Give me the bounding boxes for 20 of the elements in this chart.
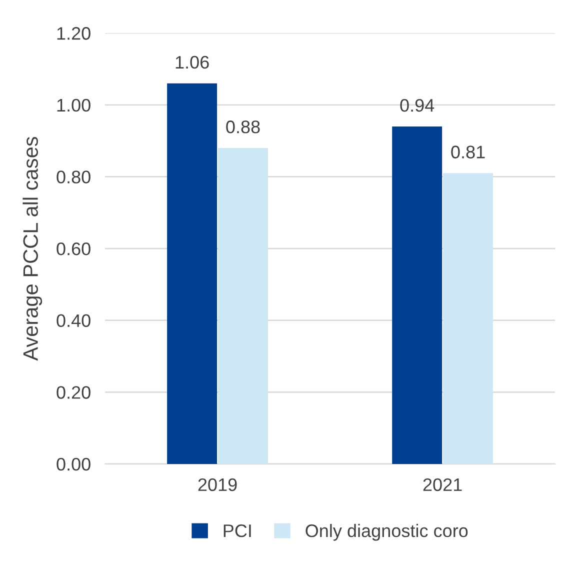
y-tick-label: 0.00 bbox=[56, 458, 90, 471]
x-tick-label: 2021 bbox=[423, 478, 462, 492]
data-label: 0.94 bbox=[400, 98, 434, 112]
bar bbox=[392, 126, 442, 464]
data-label: 0.88 bbox=[226, 120, 260, 134]
bar bbox=[218, 148, 268, 464]
y-tick-label: 0.40 bbox=[56, 314, 90, 328]
y-tick-label: 1.00 bbox=[57, 98, 90, 112]
y-axis-title: Average PCCL all cases bbox=[22, 136, 42, 361]
y-tick-label: 0.80 bbox=[56, 170, 90, 184]
bar bbox=[167, 83, 218, 464]
data-label: 1.06 bbox=[176, 56, 209, 69]
y-tick-label: 0.60 bbox=[56, 242, 90, 256]
data-label: 0.81 bbox=[451, 146, 485, 158]
y-tick-label: 0.20 bbox=[56, 386, 90, 399]
y-tick-label: 1.20 bbox=[57, 27, 90, 40]
x-tick-label: 2019 bbox=[198, 478, 237, 492]
bar bbox=[443, 173, 494, 464]
legend-label: PCI bbox=[224, 524, 251, 538]
legend-label: Only diagnostic coro bbox=[306, 524, 468, 541]
